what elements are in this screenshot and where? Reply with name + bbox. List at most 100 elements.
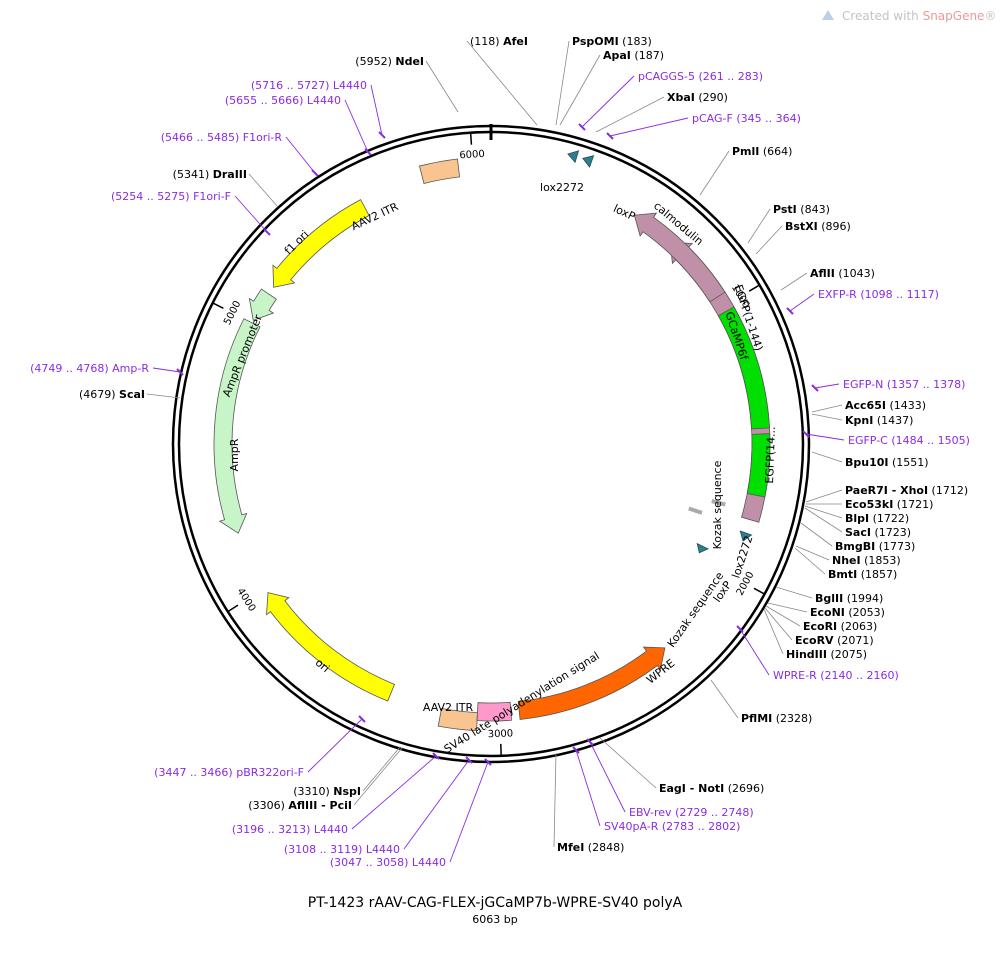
primer-label: (3047 .. 3058) L4440 bbox=[330, 856, 446, 869]
enzyme-name: PaeR7I - XhoI bbox=[845, 484, 928, 497]
primer-position: (3108 .. 3119) bbox=[284, 843, 366, 856]
enzyme-position: (843) bbox=[797, 203, 830, 216]
feature-label-egfp-14: EGFP(14... bbox=[763, 426, 778, 484]
enzyme-position: (183) bbox=[619, 35, 652, 48]
enzyme-name: Acc65I bbox=[845, 399, 886, 412]
enzyme-leader-line bbox=[699, 150, 730, 196]
enzyme-position: (664) bbox=[759, 145, 792, 158]
primer-marker bbox=[358, 715, 366, 723]
primer-name: L4440 bbox=[366, 843, 400, 856]
primer-name: pCAG-F bbox=[692, 112, 733, 125]
primer-site-sv40pa-r: SV40pA-R (2783 .. 2802) bbox=[572, 746, 740, 833]
enzyme-leader-line bbox=[747, 208, 771, 244]
plasmid-size: 6063 bp bbox=[472, 913, 517, 926]
enzyme-label: EcoRV (2071) bbox=[795, 634, 874, 647]
primer-leader-line bbox=[609, 117, 689, 137]
enzyme-site-bpu10i: Bpu10I (1551) bbox=[811, 451, 929, 469]
enzyme-label: SacI (1723) bbox=[845, 526, 911, 539]
primer-leader-line bbox=[370, 84, 383, 136]
feature-label-kozak-sequence: Kozak sequence bbox=[711, 460, 724, 549]
enzyme-site-saci: SacI (1723) bbox=[804, 507, 911, 539]
enzyme-label: XbaI (290) bbox=[667, 91, 728, 104]
enzyme-label: PflMI (2328) bbox=[741, 712, 812, 725]
primer-label: WPRE-R (2140 .. 2160) bbox=[773, 669, 899, 682]
enzyme-label: KpnI (1437) bbox=[845, 414, 913, 427]
enzyme-site-bmgbi: BmgBI (1773) bbox=[800, 522, 915, 553]
primer-position: (5254 .. 5275) bbox=[111, 190, 193, 203]
feature-lox2272 bbox=[567, 150, 580, 164]
primer-leader-line bbox=[814, 383, 840, 389]
primer-site-ebv-rev: EBV-rev (2729 .. 2748) bbox=[586, 738, 754, 819]
enzyme-position: (4679) bbox=[79, 388, 119, 401]
primer-marker bbox=[378, 131, 386, 139]
primer-position: (4749 .. 4768) bbox=[30, 362, 112, 375]
primer-marker bbox=[736, 625, 744, 633]
feature-aav2-itr bbox=[419, 158, 461, 184]
primer-site-wpre-r: WPRE-R (2140 .. 2160) bbox=[736, 625, 899, 682]
primer-leader-line bbox=[351, 755, 437, 830]
primer-marker bbox=[572, 746, 580, 754]
primer-position: (5716 .. 5727) bbox=[251, 79, 333, 92]
enzyme-position: (2848) bbox=[584, 841, 624, 854]
primer-name: EBV-rev bbox=[629, 806, 672, 819]
feature-egfp-14 bbox=[746, 433, 771, 498]
enzyme-position: (1437) bbox=[873, 414, 913, 427]
enzyme-position: (2328) bbox=[772, 712, 812, 725]
enzyme-label: NheI (1853) bbox=[832, 554, 901, 567]
enzyme-position: (3306) bbox=[248, 799, 288, 812]
feature-egfp-1-144 bbox=[717, 306, 770, 430]
enzyme-name: PflMI bbox=[741, 712, 772, 725]
enzyme-leader-line bbox=[795, 545, 830, 561]
primer-marker bbox=[484, 758, 492, 766]
feature-ori bbox=[266, 592, 395, 702]
primer-label: (3108 .. 3119) L4440 bbox=[284, 843, 400, 856]
primer-position: (1484 .. 1505) bbox=[888, 434, 970, 447]
enzyme-leader-line bbox=[775, 586, 813, 599]
primer-leader-line bbox=[234, 195, 268, 233]
enzyme-site-blpi: BlpI (1722) bbox=[804, 505, 909, 525]
watermark-brand: SnapGene bbox=[923, 9, 985, 23]
primer-sites: (5716 .. 5727) L4440 (5655 .. 5666) L4440… bbox=[30, 70, 970, 869]
primer-marker bbox=[586, 738, 594, 746]
enzyme-site-xbai: XbaI (290) bbox=[595, 91, 728, 133]
enzyme-site-ecorv: EcoRV (2071) bbox=[764, 607, 874, 647]
enzyme-position: (1721) bbox=[893, 498, 933, 511]
tick-2000 bbox=[753, 587, 765, 595]
primer-name: WPRE-R bbox=[773, 669, 817, 682]
features bbox=[213, 158, 771, 732]
primer-position: (2140 .. 2160) bbox=[817, 669, 899, 682]
enzyme-leader-line bbox=[466, 40, 538, 126]
enzyme-site-bglii: BglII (1994) bbox=[775, 586, 883, 605]
enzyme-leader-line bbox=[248, 173, 279, 208]
enzyme-site-ndei: (5952) NdeI bbox=[355, 55, 459, 113]
primer-position: (2729 .. 2748) bbox=[672, 806, 754, 819]
enzyme-leader-line bbox=[353, 747, 403, 806]
enzyme-leader-line bbox=[804, 507, 843, 533]
primer-marker bbox=[263, 228, 271, 236]
primer-leader-line bbox=[344, 99, 369, 153]
enzyme-label: (5341) DraIII bbox=[173, 168, 247, 181]
primer-name: Amp-R bbox=[112, 362, 149, 375]
enzyme-site-aflii: AflII (1043) bbox=[780, 267, 875, 291]
feature-loxp bbox=[696, 542, 709, 554]
primer-leader-line bbox=[789, 293, 815, 312]
enzyme-leader-line bbox=[805, 489, 843, 503]
enzyme-label: BlpI (1722) bbox=[845, 512, 909, 525]
primer-name: F1ori-F bbox=[193, 190, 231, 203]
snapgene-watermark: Created with SnapGene® bbox=[822, 9, 996, 23]
primer-label: (5655 .. 5666) L4440 bbox=[225, 94, 341, 107]
primer-label: pCAGGS-5 (261 .. 283) bbox=[638, 70, 763, 83]
primer-site-f1ori-f: (5254 .. 5275) F1ori-F bbox=[111, 190, 271, 236]
primer-marker bbox=[432, 752, 440, 760]
primer-name: pCAGGS-5 bbox=[638, 70, 695, 83]
enzyme-leader-line bbox=[780, 272, 808, 291]
feature-label-kozak-sequence: Kozak sequence bbox=[665, 569, 727, 649]
enzyme-leader-line bbox=[755, 225, 783, 255]
enzyme-name: EcoRV bbox=[795, 634, 834, 647]
enzyme-site-kpni: KpnI (1437) bbox=[811, 413, 913, 427]
tick-4000 bbox=[227, 604, 239, 613]
primer-leader-line bbox=[307, 718, 363, 773]
enzyme-name: XbaI bbox=[667, 91, 695, 104]
enzyme-leader-line bbox=[599, 737, 657, 789]
